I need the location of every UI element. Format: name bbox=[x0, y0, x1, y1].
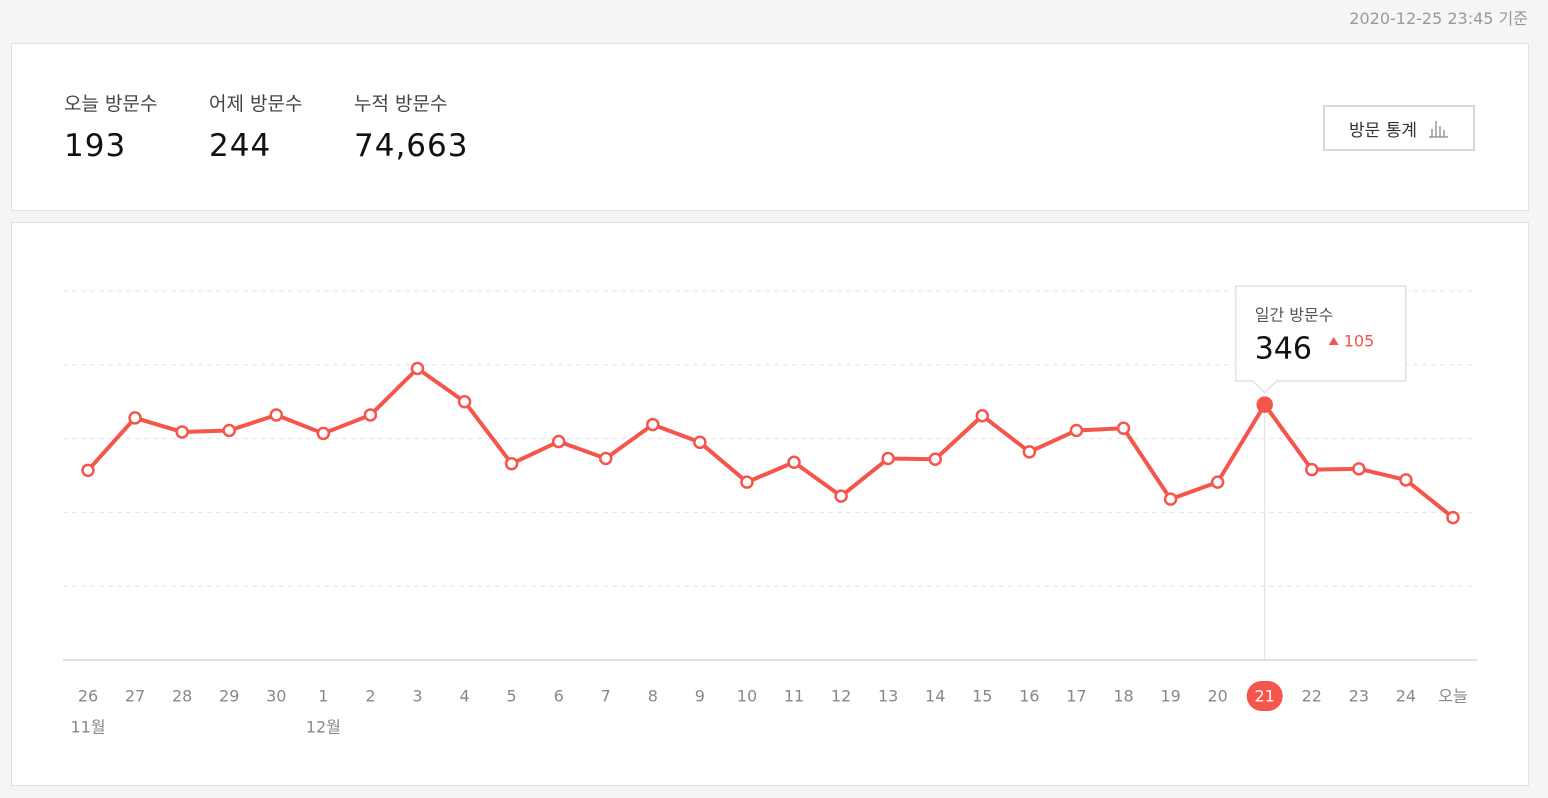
x-tick-label: 27 bbox=[125, 687, 145, 706]
x-tick-label: 16 bbox=[1019, 687, 1039, 706]
point bbox=[81, 463, 95, 478]
point bbox=[787, 455, 801, 469]
highlight-badge bbox=[1246, 681, 1283, 711]
stat-label: 어제 방문수 bbox=[209, 93, 303, 115]
point bbox=[928, 452, 942, 467]
point bbox=[1116, 421, 1131, 436]
tooltip-box bbox=[1234, 285, 1407, 394]
x-tick-label: 19 bbox=[1160, 687, 1180, 706]
x-tick-label: 24 bbox=[1396, 687, 1416, 706]
point bbox=[881, 451, 895, 466]
button-label: 방문 통계 bbox=[1349, 120, 1417, 141]
x-tick-label: 23 bbox=[1349, 687, 1369, 706]
x-tick-label: 8 bbox=[648, 687, 658, 706]
tooltip-change: 105 bbox=[1344, 332, 1375, 351]
point bbox=[1446, 510, 1460, 525]
point bbox=[646, 417, 660, 432]
point bbox=[1256, 396, 1273, 413]
point bbox=[1399, 473, 1413, 487]
x-tick-label: 4 bbox=[459, 687, 469, 706]
tooltip: 일간 방문수 346 105 bbox=[1234, 285, 1407, 394]
point bbox=[1210, 475, 1225, 489]
x-tick-label: 22 bbox=[1302, 687, 1322, 706]
point bbox=[1163, 492, 1178, 506]
up-arrow bbox=[1328, 337, 1339, 345]
point bbox=[975, 408, 990, 423]
x-tick-label: 5 bbox=[507, 687, 517, 706]
stat-value: 193 bbox=[64, 128, 127, 164]
x-tick-label: 7 bbox=[601, 687, 611, 706]
stat-label: 오늘 방문수 bbox=[64, 93, 158, 115]
x-tick-label: 15 bbox=[972, 687, 992, 706]
point bbox=[504, 456, 519, 471]
x-tick-label: 29 bbox=[219, 687, 239, 706]
point bbox=[1352, 462, 1366, 476]
x-tick-label: 20 bbox=[1207, 687, 1227, 706]
stat: 오늘 방문수 193 bbox=[64, 89, 157, 164]
stat-value: 244 bbox=[209, 128, 272, 164]
x-tick-label: 2 bbox=[365, 687, 375, 706]
stats-button[interactable]: 방문 통계 bbox=[1323, 105, 1475, 151]
bar-icon bbox=[1428, 121, 1448, 138]
stat: 누적 방문수 74,663 bbox=[354, 89, 468, 164]
month-label: 11월 bbox=[70, 718, 105, 737]
point bbox=[740, 475, 754, 489]
x-tick-label: 18 bbox=[1113, 687, 1133, 706]
tooltip-title: 일간 방문수 bbox=[1255, 306, 1334, 325]
x-tick-label: 9 bbox=[695, 687, 705, 706]
x-tick-label: 6 bbox=[554, 687, 564, 706]
tooltip-value: 346 bbox=[1255, 332, 1312, 367]
x-tick-label: 14 bbox=[925, 687, 945, 706]
x-tick-label: 28 bbox=[172, 687, 192, 706]
x-tick-label: 17 bbox=[1066, 687, 1086, 706]
line bbox=[86, 366, 1455, 520]
month-label: 12월 bbox=[306, 718, 341, 737]
point bbox=[599, 451, 613, 466]
point bbox=[1069, 423, 1084, 438]
x-tick-label: 30 bbox=[266, 687, 286, 706]
x-tick-label: 1 bbox=[318, 687, 328, 706]
point bbox=[363, 408, 378, 422]
point bbox=[1022, 445, 1037, 459]
x-tick-label: 26 bbox=[78, 687, 98, 706]
point bbox=[316, 426, 331, 441]
stat: 어제 방문수 244 bbox=[209, 89, 302, 164]
x-tick-label: 11 bbox=[784, 687, 804, 706]
point bbox=[834, 489, 848, 503]
x-tick-label: 3 bbox=[412, 687, 422, 706]
x-tick-label: 21 bbox=[1255, 687, 1275, 706]
x-tick-label: 10 bbox=[737, 687, 757, 706]
x-tick-label: 오늘 bbox=[1438, 687, 1467, 706]
stat-value: 74,663 bbox=[354, 128, 469, 164]
point bbox=[551, 434, 566, 449]
point bbox=[175, 425, 189, 439]
x-tick-label: 12 bbox=[831, 687, 851, 706]
point bbox=[222, 423, 236, 438]
point bbox=[128, 411, 142, 425]
point bbox=[410, 361, 425, 376]
point bbox=[269, 408, 284, 422]
point bbox=[693, 435, 707, 450]
point bbox=[457, 394, 472, 409]
x-tick-label: 13 bbox=[878, 687, 898, 706]
point bbox=[1305, 462, 1319, 477]
summary-card: 오늘 방문수 193 어제 방문수 244 누적 방문수 74,663 방문 통… bbox=[11, 43, 1529, 211]
stat-label: 누적 방문수 bbox=[354, 93, 448, 115]
timestamp: 2020-12-25 23:45 기준 bbox=[1349, 9, 1528, 28]
